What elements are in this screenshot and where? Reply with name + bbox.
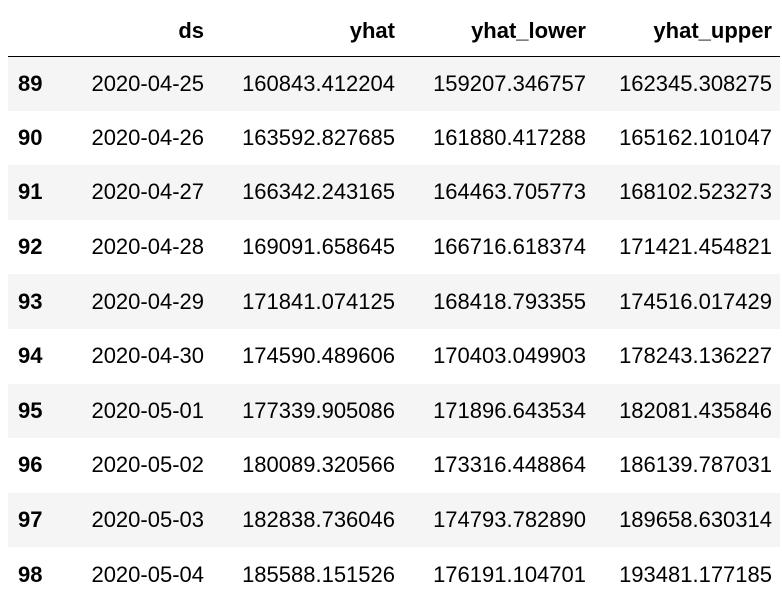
cell-yhat-lower: 171896.643534 xyxy=(433,397,586,423)
cell-yhat: 163592.827685 xyxy=(242,124,395,150)
cell-ds: 2020-04-27 xyxy=(91,179,204,205)
column-header-yhat-upper: yhat_upper xyxy=(594,6,780,57)
cell-yhat-lower: 159207.346757 xyxy=(433,70,586,96)
cell-yhat-lower: 164463.705773 xyxy=(433,179,586,205)
cell-yhat-upper: 168102.523273 xyxy=(619,179,772,205)
cell-ds: 2020-04-28 xyxy=(91,234,204,260)
row-index: 97 xyxy=(18,507,43,533)
cell-yhat-lower: 176191.104701 xyxy=(433,561,586,587)
index-header xyxy=(8,6,60,57)
cell-ds: 2020-05-03 xyxy=(91,507,204,533)
cell-ds: 2020-04-30 xyxy=(91,343,204,369)
table-row: 89 2020-04-25 160843.412204 159207.34675… xyxy=(8,56,780,111)
cell-yhat-lower: 161880.417288 xyxy=(433,124,586,150)
row-index: 89 xyxy=(18,70,43,96)
cell-ds: 2020-05-04 xyxy=(91,561,204,587)
cell-yhat-upper: 186139.787031 xyxy=(619,452,772,478)
table-row: 92 2020-04-28 169091.658645 166716.61837… xyxy=(8,219,780,275)
cell-yhat: 174590.489606 xyxy=(242,343,395,369)
row-index: 90 xyxy=(18,124,43,150)
cell-ds: 2020-05-02 xyxy=(91,452,204,478)
cell-yhat: 185588.151526 xyxy=(242,561,395,587)
cell-yhat-upper: 182081.435846 xyxy=(619,397,772,423)
cell-ds: 2020-04-25 xyxy=(91,70,204,96)
cell-yhat-upper: 193481.177185 xyxy=(619,561,772,587)
cell-yhat-upper: 171421.454821 xyxy=(619,234,772,260)
row-index: 94 xyxy=(18,343,43,369)
cell-yhat-lower: 174793.782890 xyxy=(433,507,586,533)
table-row: 90 2020-04-26 163592.827685 161880.41728… xyxy=(8,110,780,166)
cell-yhat-upper: 162345.308275 xyxy=(619,70,772,96)
cell-yhat: 160843.412204 xyxy=(242,70,395,96)
cell-ds: 2020-04-26 xyxy=(91,124,204,150)
table-body: 89 2020-04-25 160843.412204 159207.34675… xyxy=(8,56,780,602)
row-index: 93 xyxy=(18,288,43,314)
row-index: 95 xyxy=(18,397,43,423)
cell-ds: 2020-04-29 xyxy=(91,288,204,314)
cell-yhat-upper: 189658.630314 xyxy=(619,507,772,533)
table-row: 98 2020-05-04 185588.151526 176191.10470… xyxy=(8,547,780,602)
cell-yhat-upper: 174516.017429 xyxy=(619,288,772,314)
table-row: 97 2020-05-03 182838.736046 174793.78289… xyxy=(8,492,780,548)
header-row: ds yhat yhat_lower yhat_upper xyxy=(8,6,780,57)
table-row: 96 2020-05-02 180089.320566 173316.44886… xyxy=(8,438,780,493)
table-row: 95 2020-05-01 177339.905086 171896.64353… xyxy=(8,383,780,439)
row-index: 91 xyxy=(18,179,43,205)
cell-ds: 2020-05-01 xyxy=(91,397,204,423)
cell-yhat-lower: 170403.049903 xyxy=(433,343,586,369)
cell-yhat: 169091.658645 xyxy=(242,234,395,260)
cell-yhat: 166342.243165 xyxy=(242,179,395,205)
cell-yhat: 171841.074125 xyxy=(242,288,395,314)
cell-yhat-lower: 173316.448864 xyxy=(433,452,586,478)
cell-yhat-upper: 165162.101047 xyxy=(619,124,772,150)
column-header-yhat: yhat xyxy=(212,6,403,57)
cell-yhat: 180089.320566 xyxy=(242,452,395,478)
column-header-ds: ds xyxy=(60,6,212,57)
cell-yhat: 182838.736046 xyxy=(242,507,395,533)
cell-yhat: 177339.905086 xyxy=(242,397,395,423)
table-row: 91 2020-04-27 166342.243165 164463.70577… xyxy=(8,165,780,220)
cell-yhat-lower: 168418.793355 xyxy=(433,288,586,314)
column-header-yhat-lower: yhat_lower xyxy=(403,6,594,57)
table-row: 94 2020-04-30 174590.489606 170403.04990… xyxy=(8,328,780,384)
row-index: 98 xyxy=(18,561,43,587)
cell-yhat-lower: 166716.618374 xyxy=(433,234,586,260)
cell-yhat-upper: 178243.136227 xyxy=(619,343,772,369)
table-header: ds yhat yhat_lower yhat_upper xyxy=(8,6,780,57)
row-index: 96 xyxy=(18,452,43,478)
row-index: 92 xyxy=(18,234,43,260)
forecast-table: ds yhat yhat_lower yhat_upper 89 2020-04… xyxy=(8,6,780,602)
table-row: 93 2020-04-29 171841.074125 168418.79335… xyxy=(8,274,780,329)
